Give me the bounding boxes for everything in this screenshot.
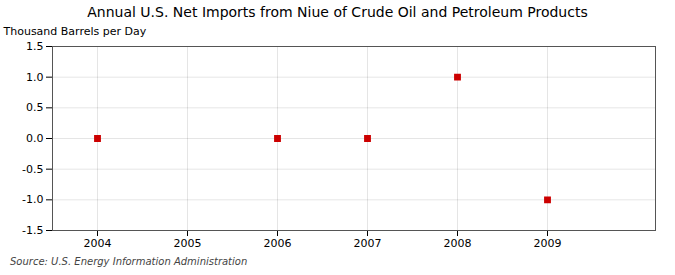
svg-text:-1.5: -1.5 bbox=[22, 224, 43, 237]
svg-text:2006: 2006 bbox=[264, 237, 292, 250]
svg-text:Thousand Barrels per Day: Thousand Barrels per Day bbox=[3, 25, 147, 38]
svg-text:2009: 2009 bbox=[534, 237, 562, 250]
svg-text:2007: 2007 bbox=[354, 237, 382, 250]
svg-text:-1.0: -1.0 bbox=[22, 193, 43, 206]
html-text:Source: U.S. Energy Informatio: Source: U.S. Energy Information Administ… bbox=[10, 256, 248, 267]
svg-text:2008: 2008 bbox=[444, 237, 472, 250]
svg-text:1.5: 1.5 bbox=[26, 40, 44, 53]
svg-text:0.5: 0.5 bbox=[26, 101, 44, 114]
svg-text:2005: 2005 bbox=[174, 237, 202, 250]
svg-text:1.0: 1.0 bbox=[26, 71, 44, 84]
html-text:Annual U.S. Net Imports from N: Annual U.S. Net Imports from Niue of Cru… bbox=[87, 4, 588, 20]
svg-text:2004: 2004 bbox=[84, 237, 112, 250]
svg-text:-0.5: -0.5 bbox=[22, 163, 43, 176]
svg-text:0.0: 0.0 bbox=[26, 132, 44, 145]
